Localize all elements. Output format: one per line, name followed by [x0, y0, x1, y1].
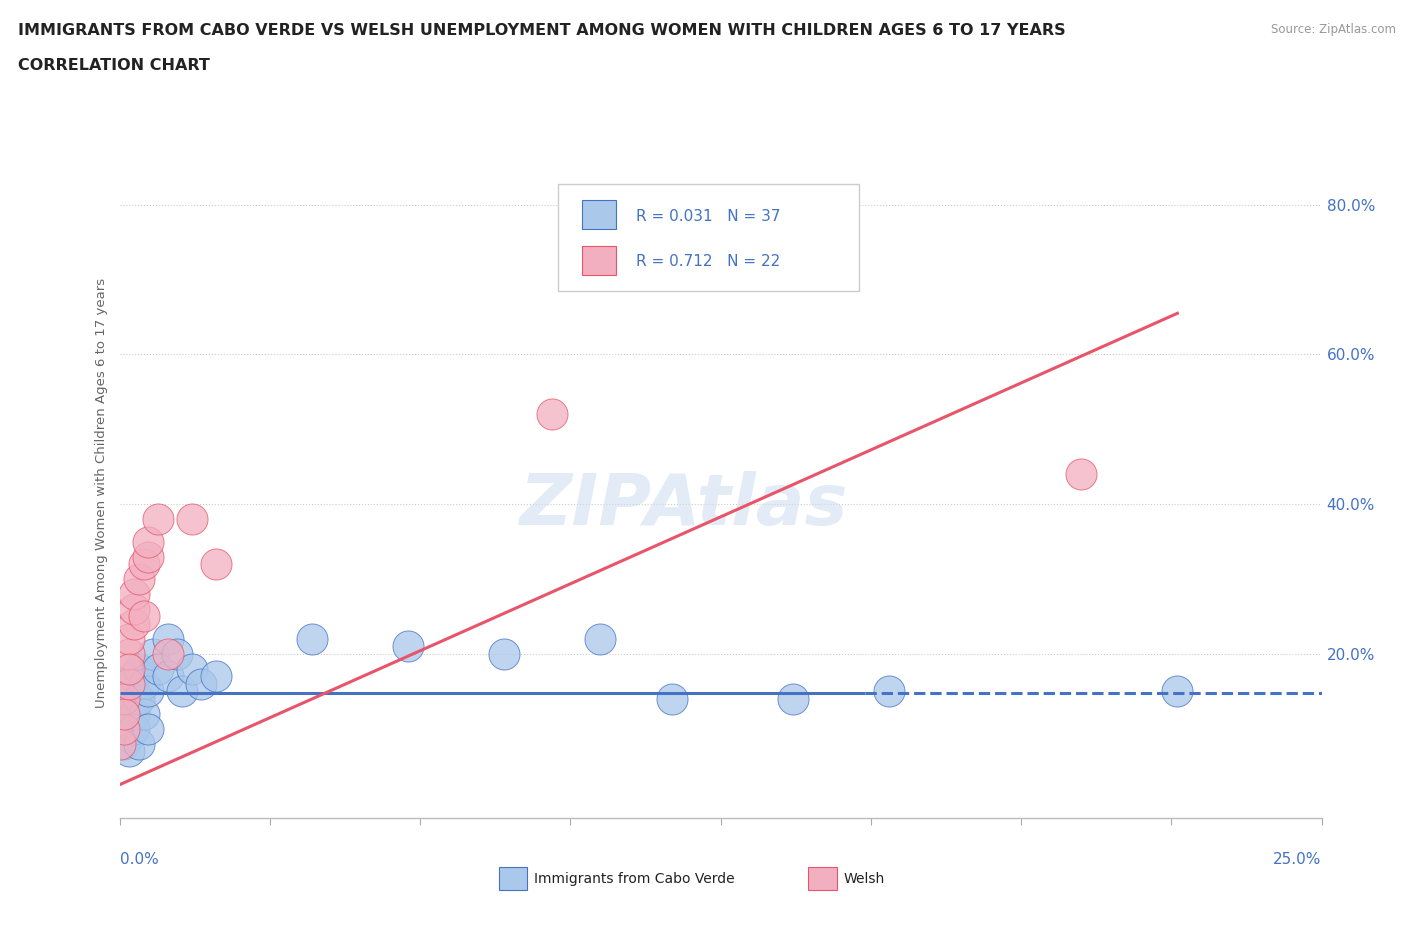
Point [589, 631, 612, 646]
Text: R = 0.712   N = 22: R = 0.712 N = 22 [637, 254, 780, 270]
Point [122, 587, 145, 602]
Point [118, 661, 141, 676]
Point [204, 669, 226, 684]
Point [128, 737, 150, 751]
Point [156, 669, 179, 684]
Point [1070, 467, 1092, 482]
Point [132, 556, 155, 571]
Text: Source: ZipAtlas.com: Source: ZipAtlas.com [1271, 23, 1396, 36]
Point [122, 669, 145, 684]
Point [138, 549, 160, 564]
Text: IMMIGRANTS FROM CABO VERDE VS WELSH UNEMPLOYMENT AMONG WOMEN WITH CHILDREN AGES : IMMIGRANTS FROM CABO VERDE VS WELSH UNEM… [18, 23, 1066, 38]
Point [108, 721, 131, 736]
Point [541, 407, 564, 422]
Point [118, 728, 141, 743]
Point [118, 744, 141, 759]
Text: 25.0%: 25.0% [1274, 852, 1322, 867]
Point [122, 602, 145, 617]
Point [112, 706, 135, 721]
Point [180, 661, 202, 676]
Point [112, 691, 135, 706]
Point [146, 512, 169, 526]
Point [118, 631, 141, 646]
Text: 0.0%: 0.0% [120, 852, 159, 867]
Point [156, 646, 179, 661]
Text: CORRELATION CHART: CORRELATION CHART [18, 58, 209, 73]
Point [138, 684, 160, 698]
Point [138, 721, 160, 736]
FancyBboxPatch shape [558, 184, 859, 291]
Point [132, 609, 155, 624]
Point [118, 713, 141, 728]
Point [128, 691, 150, 706]
Point [122, 684, 145, 698]
Point [1166, 684, 1188, 698]
Point [118, 646, 141, 661]
Point [877, 684, 900, 698]
Point [190, 676, 212, 691]
Text: R = 0.031   N = 37: R = 0.031 N = 37 [637, 208, 780, 224]
FancyBboxPatch shape [582, 200, 616, 230]
Point [112, 737, 135, 751]
Point [112, 676, 135, 691]
Point [301, 631, 323, 646]
Point [128, 661, 150, 676]
Point [108, 737, 131, 751]
Point [118, 676, 141, 691]
Point [170, 684, 193, 698]
Point [122, 721, 145, 736]
Point [132, 706, 155, 721]
Point [132, 676, 155, 691]
Point [122, 617, 145, 631]
Point [180, 512, 202, 526]
Y-axis label: Unemployment Among Women with Children Ages 6 to 17 years: Unemployment Among Women with Children A… [94, 278, 108, 708]
Point [128, 572, 150, 587]
Text: Welsh: Welsh [844, 871, 884, 886]
Point [112, 721, 135, 736]
Point [112, 691, 135, 706]
Point [122, 706, 145, 721]
Point [112, 706, 135, 721]
Point [138, 534, 160, 549]
Text: ZIPAtlas: ZIPAtlas [520, 472, 849, 540]
Text: Immigrants from Cabo Verde: Immigrants from Cabo Verde [534, 871, 735, 886]
Point [661, 691, 683, 706]
FancyBboxPatch shape [582, 246, 616, 275]
Point [396, 639, 419, 654]
Point [204, 556, 226, 571]
Point [782, 691, 804, 706]
Point [156, 631, 179, 646]
Point [494, 646, 516, 661]
Point [146, 661, 169, 676]
Point [118, 698, 141, 713]
Point [166, 646, 188, 661]
Point [142, 646, 165, 661]
